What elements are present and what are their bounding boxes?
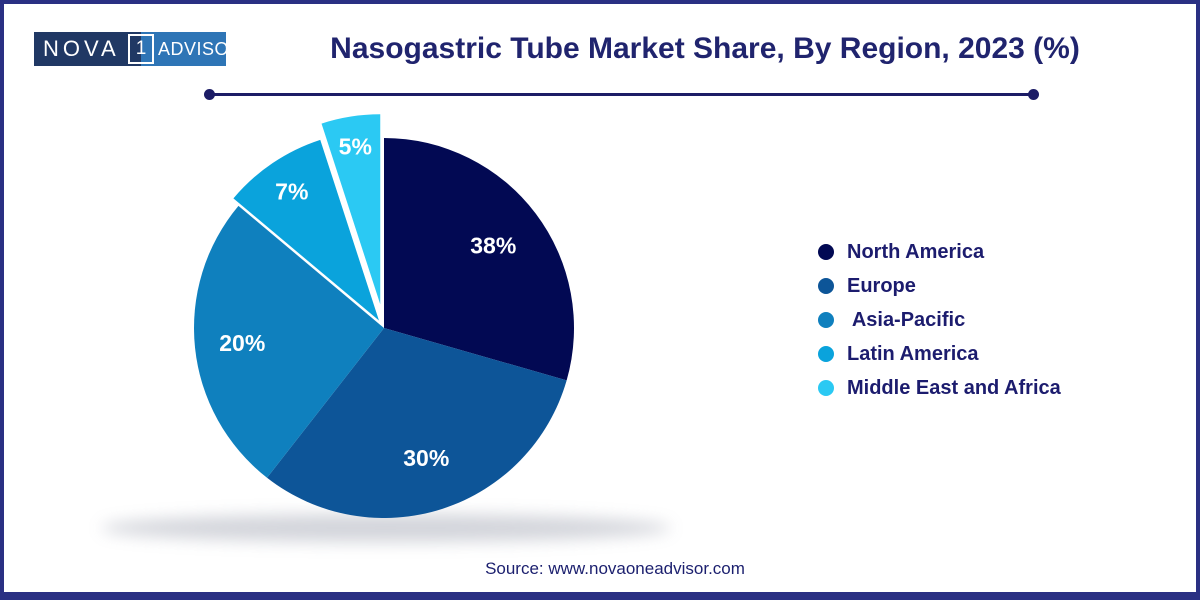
- pie-value-label-middle-east-and-africa: 5%: [339, 134, 372, 160]
- legend-label-north-america: North America: [847, 242, 984, 262]
- legend-dot-middle-east-and-africa: [818, 380, 834, 396]
- source-text: Source: www.novaoneadvisor.com: [34, 559, 1196, 579]
- legend-dot-asia-pacific: [818, 312, 834, 328]
- pie-shadow: [101, 514, 671, 542]
- pie-value-label-asia-pacific: 20%: [219, 330, 265, 356]
- legend-item-latin-america: Latin America: [818, 343, 1061, 364]
- chart-legend: North America Europe Asia-Pacific Latin Am…: [818, 241, 1061, 398]
- pie-value-label-north-america: 38%: [470, 233, 516, 259]
- logo-text-one: 1: [136, 38, 147, 60]
- pie-value-label-europe: 30%: [403, 445, 449, 471]
- legend-item-asia-pacific: Asia-Pacific: [818, 309, 1061, 330]
- legend-item-north-america: North America: [818, 241, 1061, 262]
- legend-item-middle-east-and-africa: Middle East and Africa: [818, 377, 1061, 398]
- legend-dot-north-america: [818, 244, 834, 260]
- legend-dot-latin-america: [818, 346, 834, 362]
- legend-label-latin-america: Latin America: [847, 344, 979, 364]
- legend-label-asia-pacific: Asia-Pacific: [847, 310, 965, 330]
- logo-one-box: 1: [128, 34, 154, 64]
- legend-item-europe: Europe: [818, 275, 1061, 296]
- legend-dot-europe: [818, 278, 834, 294]
- pie-value-label-latin-america: 7%: [275, 178, 308, 204]
- legend-label-europe: Europe: [847, 276, 916, 296]
- legend-label-middle-east-and-africa: Middle East and Africa: [847, 378, 1061, 398]
